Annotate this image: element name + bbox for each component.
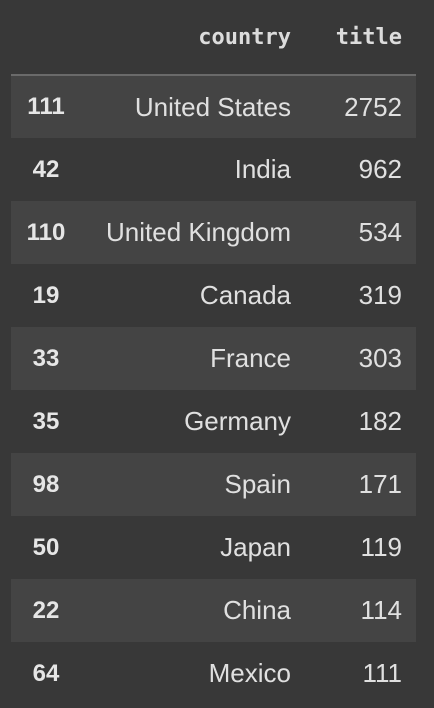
column-header-title: title (309, 0, 416, 76)
table-row: 98 Spain 171 (11, 453, 416, 516)
title-count-cell: 534 (358, 217, 402, 247)
country-cell: Germany (184, 406, 291, 436)
table-body: 111 United States 2752 42 India 962 110 … (11, 75, 416, 705)
title-count-cell: 111 (362, 658, 402, 688)
table-row: 110 United Kingdom 534 (11, 201, 416, 264)
country-cell: Mexico (208, 658, 291, 688)
row-index: 19 (32, 281, 60, 309)
row-index: 42 (32, 155, 60, 183)
row-index: 22 (32, 596, 60, 624)
title-count-cell: 319 (358, 280, 402, 310)
title-count-cell: 2752 (344, 91, 402, 122)
dataframe-output: country title 111 United States 2752 42 … (11, 0, 416, 705)
table-row: 33 France 303 (11, 327, 416, 390)
title-count-cell: 114 (360, 595, 402, 625)
table-row: 42 India 962 (11, 138, 416, 201)
dataframe-table: country title 111 United States 2752 42 … (11, 0, 416, 705)
country-cell: Spain (224, 469, 292, 499)
title-count-cell: 171 (358, 469, 402, 499)
title-count-cell: 303 (358, 343, 402, 373)
row-index: 64 (32, 659, 60, 687)
country-cell: India (234, 154, 291, 184)
table-row: 64 Mexico 111 (11, 642, 416, 705)
country-cell: United States (134, 91, 291, 122)
table-row: 35 Germany 182 (11, 390, 416, 453)
row-index: 110 (26, 218, 66, 246)
country-cell: China (223, 595, 291, 625)
row-index: 35 (32, 407, 60, 435)
table-row: 111 United States 2752 (11, 75, 416, 138)
table-row: 50 Japan 119 (11, 516, 416, 579)
country-cell: Canada (199, 280, 291, 310)
title-count-cell: 119 (360, 532, 402, 562)
title-count-cell: 962 (358, 154, 402, 184)
country-cell: Japan (220, 532, 291, 562)
row-index: 98 (32, 470, 60, 498)
row-index: 111 (27, 93, 65, 120)
header-row: country title (11, 0, 416, 76)
table-header: country title (11, 0, 416, 76)
table-row: 22 China 114 (11, 579, 416, 642)
table-row: 19 Canada 319 (11, 264, 416, 327)
row-index: 33 (32, 344, 60, 372)
country-cell: United Kingdom (106, 217, 291, 247)
country-cell: France (210, 343, 291, 373)
column-header-country: country (81, 0, 309, 76)
index-header (11, 0, 81, 76)
row-index: 50 (32, 533, 60, 561)
title-count-cell: 182 (358, 406, 402, 436)
